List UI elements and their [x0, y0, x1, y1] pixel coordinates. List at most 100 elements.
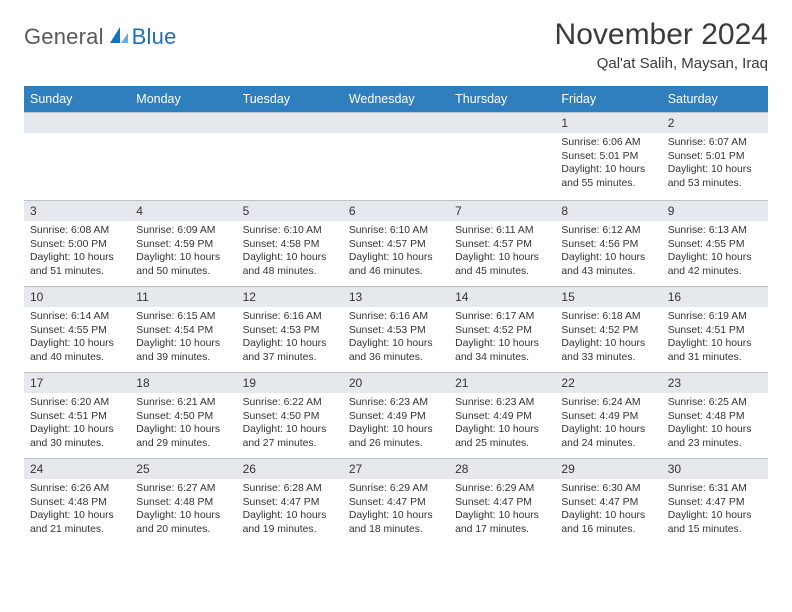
- calendar-cell: 12Sunrise: 6:16 AMSunset: 4:53 PMDayligh…: [237, 286, 343, 372]
- day-details: Sunrise: 6:22 AMSunset: 4:50 PMDaylight:…: [237, 393, 343, 455]
- sunrise-text: Sunrise: 6:20 AM: [30, 396, 124, 410]
- daylight-text: Daylight: 10 hours and 48 minutes.: [243, 251, 337, 278]
- daylight-text: Daylight: 10 hours and 43 minutes.: [561, 251, 655, 278]
- day-details: Sunrise: 6:19 AMSunset: 4:51 PMDaylight:…: [662, 307, 768, 369]
- calendar-cell: 28Sunrise: 6:29 AMSunset: 4:47 PMDayligh…: [449, 458, 555, 544]
- daylight-text: Daylight: 10 hours and 33 minutes.: [561, 337, 655, 364]
- sunrise-text: Sunrise: 6:07 AM: [668, 136, 762, 150]
- day-details: Sunrise: 6:30 AMSunset: 4:47 PMDaylight:…: [555, 479, 661, 541]
- day-number: 3: [24, 200, 130, 221]
- sunrise-text: Sunrise: 6:26 AM: [30, 482, 124, 496]
- sunset-text: Sunset: 4:50 PM: [243, 410, 337, 424]
- sunset-text: Sunset: 5:01 PM: [561, 150, 655, 164]
- daylight-text: Daylight: 10 hours and 17 minutes.: [455, 509, 549, 536]
- calendar-cell: 11Sunrise: 6:15 AMSunset: 4:54 PMDayligh…: [130, 286, 236, 372]
- sunrise-text: Sunrise: 6:27 AM: [136, 482, 230, 496]
- sunset-text: Sunset: 4:58 PM: [243, 238, 337, 252]
- calendar-cell: 10Sunrise: 6:14 AMSunset: 4:55 PMDayligh…: [24, 286, 130, 372]
- daylight-text: Daylight: 10 hours and 45 minutes.: [455, 251, 549, 278]
- sunset-text: Sunset: 5:01 PM: [668, 150, 762, 164]
- calendar-row: 24Sunrise: 6:26 AMSunset: 4:48 PMDayligh…: [24, 458, 768, 544]
- sunset-text: Sunset: 4:53 PM: [349, 324, 443, 338]
- calendar-cell: 7Sunrise: 6:11 AMSunset: 4:57 PMDaylight…: [449, 200, 555, 286]
- sunrise-text: Sunrise: 6:16 AM: [349, 310, 443, 324]
- sunrise-text: Sunrise: 6:12 AM: [561, 224, 655, 238]
- calendar-cell: 15Sunrise: 6:18 AMSunset: 4:52 PMDayligh…: [555, 286, 661, 372]
- day-details: Sunrise: 6:16 AMSunset: 4:53 PMDaylight:…: [237, 307, 343, 369]
- day-details: Sunrise: 6:29 AMSunset: 4:47 PMDaylight:…: [343, 479, 449, 541]
- sunset-text: Sunset: 4:50 PM: [136, 410, 230, 424]
- calendar-cell: [237, 112, 343, 200]
- daylight-text: Daylight: 10 hours and 55 minutes.: [561, 163, 655, 190]
- sunrise-text: Sunrise: 6:30 AM: [561, 482, 655, 496]
- sunrise-text: Sunrise: 6:22 AM: [243, 396, 337, 410]
- day-number: 21: [449, 372, 555, 393]
- brand-word2: Blue: [132, 24, 177, 50]
- title-block: November 2024 Qal'at Salih, Maysan, Iraq: [555, 18, 768, 72]
- sunset-text: Sunset: 4:49 PM: [561, 410, 655, 424]
- calendar-cell: 30Sunrise: 6:31 AMSunset: 4:47 PMDayligh…: [662, 458, 768, 544]
- day-details: Sunrise: 6:23 AMSunset: 4:49 PMDaylight:…: [343, 393, 449, 455]
- calendar-row: 1Sunrise: 6:06 AMSunset: 5:01 PMDaylight…: [24, 112, 768, 200]
- day-details: [24, 133, 130, 200]
- sunrise-text: Sunrise: 6:23 AM: [349, 396, 443, 410]
- calendar-row: 17Sunrise: 6:20 AMSunset: 4:51 PMDayligh…: [24, 372, 768, 458]
- daylight-text: Daylight: 10 hours and 29 minutes.: [136, 423, 230, 450]
- sail-icon: [108, 25, 130, 50]
- daylight-text: Daylight: 10 hours and 53 minutes.: [668, 163, 762, 190]
- sunset-text: Sunset: 4:47 PM: [243, 496, 337, 510]
- brand-logo: General Blue: [24, 24, 177, 50]
- day-number: 19: [237, 372, 343, 393]
- day-number: 27: [343, 458, 449, 479]
- sunset-text: Sunset: 4:47 PM: [455, 496, 549, 510]
- day-number: 10: [24, 286, 130, 307]
- day-details: Sunrise: 6:28 AMSunset: 4:47 PMDaylight:…: [237, 479, 343, 541]
- day-number: [343, 112, 449, 133]
- day-details: Sunrise: 6:07 AMSunset: 5:01 PMDaylight:…: [662, 133, 768, 195]
- sunrise-text: Sunrise: 6:06 AM: [561, 136, 655, 150]
- sunrise-text: Sunrise: 6:08 AM: [30, 224, 124, 238]
- calendar-cell: 9Sunrise: 6:13 AMSunset: 4:55 PMDaylight…: [662, 200, 768, 286]
- sunset-text: Sunset: 4:53 PM: [243, 324, 337, 338]
- day-details: Sunrise: 6:12 AMSunset: 4:56 PMDaylight:…: [555, 221, 661, 283]
- sunrise-text: Sunrise: 6:09 AM: [136, 224, 230, 238]
- day-number: 18: [130, 372, 236, 393]
- day-number: 16: [662, 286, 768, 307]
- sunrise-text: Sunrise: 6:31 AM: [668, 482, 762, 496]
- daylight-text: Daylight: 10 hours and 15 minutes.: [668, 509, 762, 536]
- daylight-text: Daylight: 10 hours and 21 minutes.: [30, 509, 124, 536]
- sunrise-text: Sunrise: 6:19 AM: [668, 310, 762, 324]
- calendar-cell: 27Sunrise: 6:29 AMSunset: 4:47 PMDayligh…: [343, 458, 449, 544]
- dow-saturday: Saturday: [662, 86, 768, 112]
- calendar-cell: [449, 112, 555, 200]
- calendar-cell: 19Sunrise: 6:22 AMSunset: 4:50 PMDayligh…: [237, 372, 343, 458]
- daylight-text: Daylight: 10 hours and 37 minutes.: [243, 337, 337, 364]
- sunrise-text: Sunrise: 6:10 AM: [349, 224, 443, 238]
- daylight-text: Daylight: 10 hours and 31 minutes.: [668, 337, 762, 364]
- sunset-text: Sunset: 4:47 PM: [349, 496, 443, 510]
- day-details: Sunrise: 6:08 AMSunset: 5:00 PMDaylight:…: [24, 221, 130, 283]
- day-number: 30: [662, 458, 768, 479]
- day-details: Sunrise: 6:15 AMSunset: 4:54 PMDaylight:…: [130, 307, 236, 369]
- day-details: Sunrise: 6:31 AMSunset: 4:47 PMDaylight:…: [662, 479, 768, 541]
- day-number: [130, 112, 236, 133]
- calendar-cell: 25Sunrise: 6:27 AMSunset: 4:48 PMDayligh…: [130, 458, 236, 544]
- day-number: 29: [555, 458, 661, 479]
- sunset-text: Sunset: 4:48 PM: [136, 496, 230, 510]
- daylight-text: Daylight: 10 hours and 23 minutes.: [668, 423, 762, 450]
- dow-tuesday: Tuesday: [237, 86, 343, 112]
- sunset-text: Sunset: 4:54 PM: [136, 324, 230, 338]
- calendar-cell: 13Sunrise: 6:16 AMSunset: 4:53 PMDayligh…: [343, 286, 449, 372]
- day-number: 20: [343, 372, 449, 393]
- calendar-row: 10Sunrise: 6:14 AMSunset: 4:55 PMDayligh…: [24, 286, 768, 372]
- day-number: [24, 112, 130, 133]
- sunset-text: Sunset: 4:51 PM: [668, 324, 762, 338]
- day-number: 5: [237, 200, 343, 221]
- calendar-cell: 8Sunrise: 6:12 AMSunset: 4:56 PMDaylight…: [555, 200, 661, 286]
- sunrise-text: Sunrise: 6:17 AM: [455, 310, 549, 324]
- daylight-text: Daylight: 10 hours and 19 minutes.: [243, 509, 337, 536]
- day-details: Sunrise: 6:24 AMSunset: 4:49 PMDaylight:…: [555, 393, 661, 455]
- calendar-cell: 17Sunrise: 6:20 AMSunset: 4:51 PMDayligh…: [24, 372, 130, 458]
- sunset-text: Sunset: 4:56 PM: [561, 238, 655, 252]
- calendar-cell: 18Sunrise: 6:21 AMSunset: 4:50 PMDayligh…: [130, 372, 236, 458]
